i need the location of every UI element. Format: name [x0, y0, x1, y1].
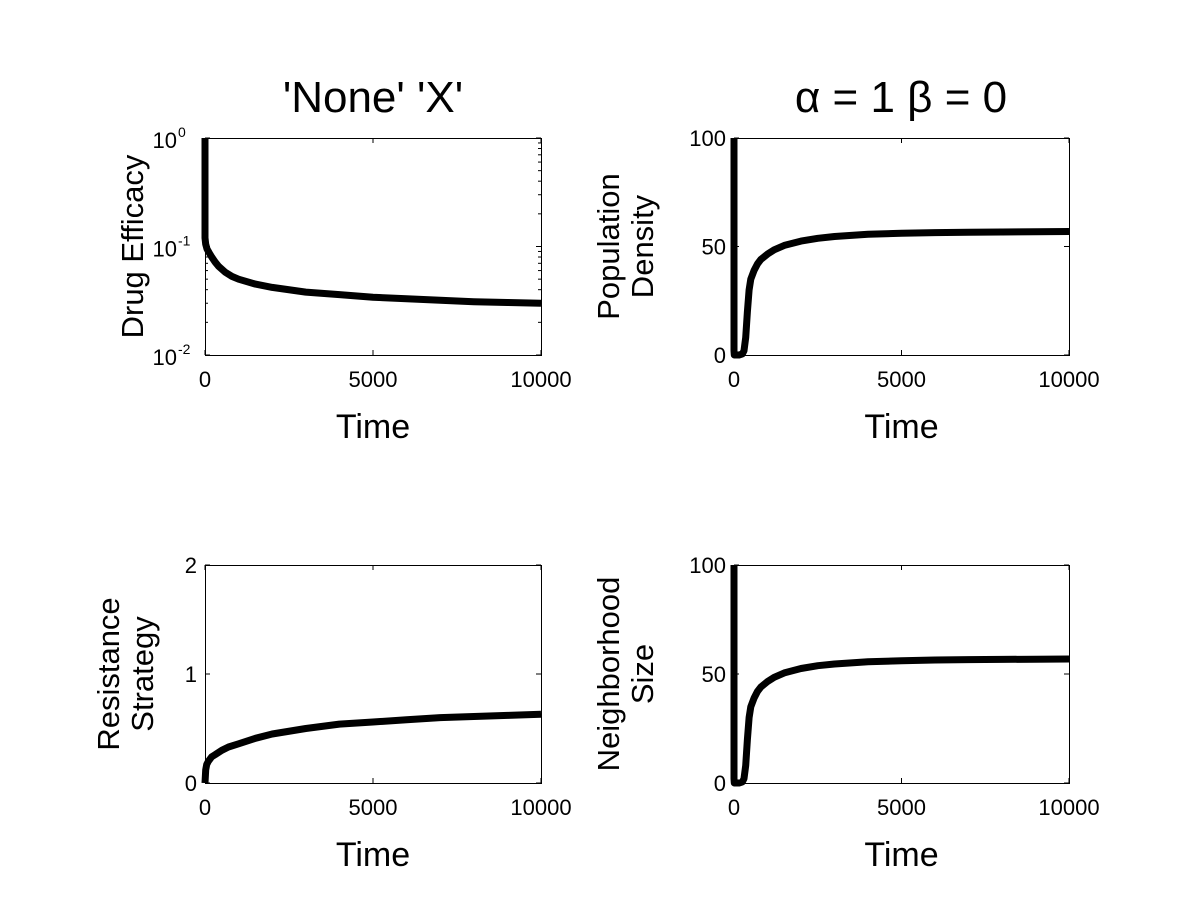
y-tick-label: 0	[714, 343, 726, 368]
y-axis-title-resistance-strategy: ResistanceStrategy	[91, 597, 160, 750]
y-axis-title-line: Population	[591, 173, 626, 320]
y-axis-title-population-density: PopulationDensity	[591, 173, 660, 320]
y-axis-title-line: Neighborhood	[591, 577, 626, 772]
y-tick-label: 0	[714, 771, 726, 796]
y-tick-exponent: -1	[178, 233, 191, 249]
y-tick-label: 100	[689, 553, 726, 578]
x-tick-label: 10000	[1038, 795, 1099, 820]
y-axis-title-line: Size	[625, 644, 660, 704]
y-axis-title-drug-efficacy: Drug Efficacy	[115, 154, 150, 338]
series-line-resistance-strategy	[201, 710, 542, 784]
series-line-neighborhood-size	[730, 565, 1070, 787]
x-tick-label: 5000	[877, 367, 926, 392]
y-tick-label: 50	[702, 662, 726, 687]
x-axis-title-neighborhood-size: Time	[864, 836, 938, 874]
axes-frame-drug-efficacy	[205, 138, 542, 356]
y-tick-exponent: 0	[178, 124, 186, 140]
panel-title-population-density: α = 1 β = 0	[795, 73, 1007, 122]
y-tick-exponent: -2	[178, 341, 191, 357]
y-tick-label: 10	[153, 237, 177, 262]
y-axis-title-line: Density	[625, 194, 660, 298]
y-tick-label: 10	[153, 345, 177, 370]
x-tick-label: 0	[728, 795, 740, 820]
axes-frame-resistance-strategy	[205, 565, 542, 784]
y-tick-label: 2	[185, 553, 197, 578]
x-tick-label: 10000	[510, 795, 571, 820]
x-tick-label: 5000	[349, 367, 398, 392]
y-tick-label: 10	[153, 128, 177, 153]
y-axis-title-line: Drug Efficacy	[115, 154, 150, 338]
y-tick-label: 50	[702, 235, 726, 260]
x-tick-label: 10000	[510, 367, 571, 392]
y-tick-label: 0	[185, 771, 197, 796]
series-line-population-density	[730, 138, 1070, 359]
x-axis-title-resistance-strategy: Time	[336, 836, 410, 874]
y-axis-title-line: Resistance	[91, 597, 126, 750]
plot-resistance-strategy: 0 5000 10000 0 1 2 Time ResistanceStrategy	[91, 553, 572, 874]
series-line-drug-efficacy	[201, 138, 542, 307]
x-tick-label: 5000	[877, 795, 926, 820]
y-axis-title-line: Strategy	[125, 616, 160, 732]
plot-population-density: 0 5000 10000 0 50 100 Time PopulationDensity	[591, 126, 1100, 446]
panel-title-drug-efficacy: 'None' 'X'	[283, 73, 463, 122]
y-axis-title-neighborhood-size: NeighborhoodSize	[591, 577, 660, 772]
x-axis-title-drug-efficacy: Time	[336, 408, 410, 446]
y-tick-label: 1	[185, 662, 197, 687]
x-axis-title-population-density: Time	[864, 408, 938, 446]
x-tick-label: 10000	[1038, 367, 1099, 392]
x-tick-label: 5000	[349, 795, 398, 820]
x-tick-label: 0	[199, 795, 211, 820]
plot-neighborhood-size: 0 5000 10000 0 50 100 Time NeighborhoodSize	[591, 553, 1100, 874]
x-tick-label: 0	[199, 367, 211, 392]
x-tick-label: 0	[728, 367, 740, 392]
y-tick-label: 100	[689, 126, 726, 151]
